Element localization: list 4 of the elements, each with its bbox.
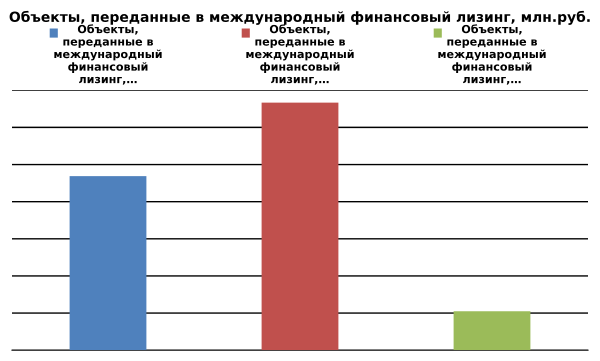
x-tick-label: Объекты, переданные в международный финансовый лизинг,…	[438, 24, 546, 85]
x-tick-label: Объекты, переданные в международный финансовый лизинг,…	[54, 24, 162, 85]
x-tick-label: Объекты, переданные в международный финансовый лизинг,…	[246, 24, 354, 85]
chart-title: Объекты, переданные в международный финансовый лизинг, млн.руб.	[10, 10, 590, 25]
